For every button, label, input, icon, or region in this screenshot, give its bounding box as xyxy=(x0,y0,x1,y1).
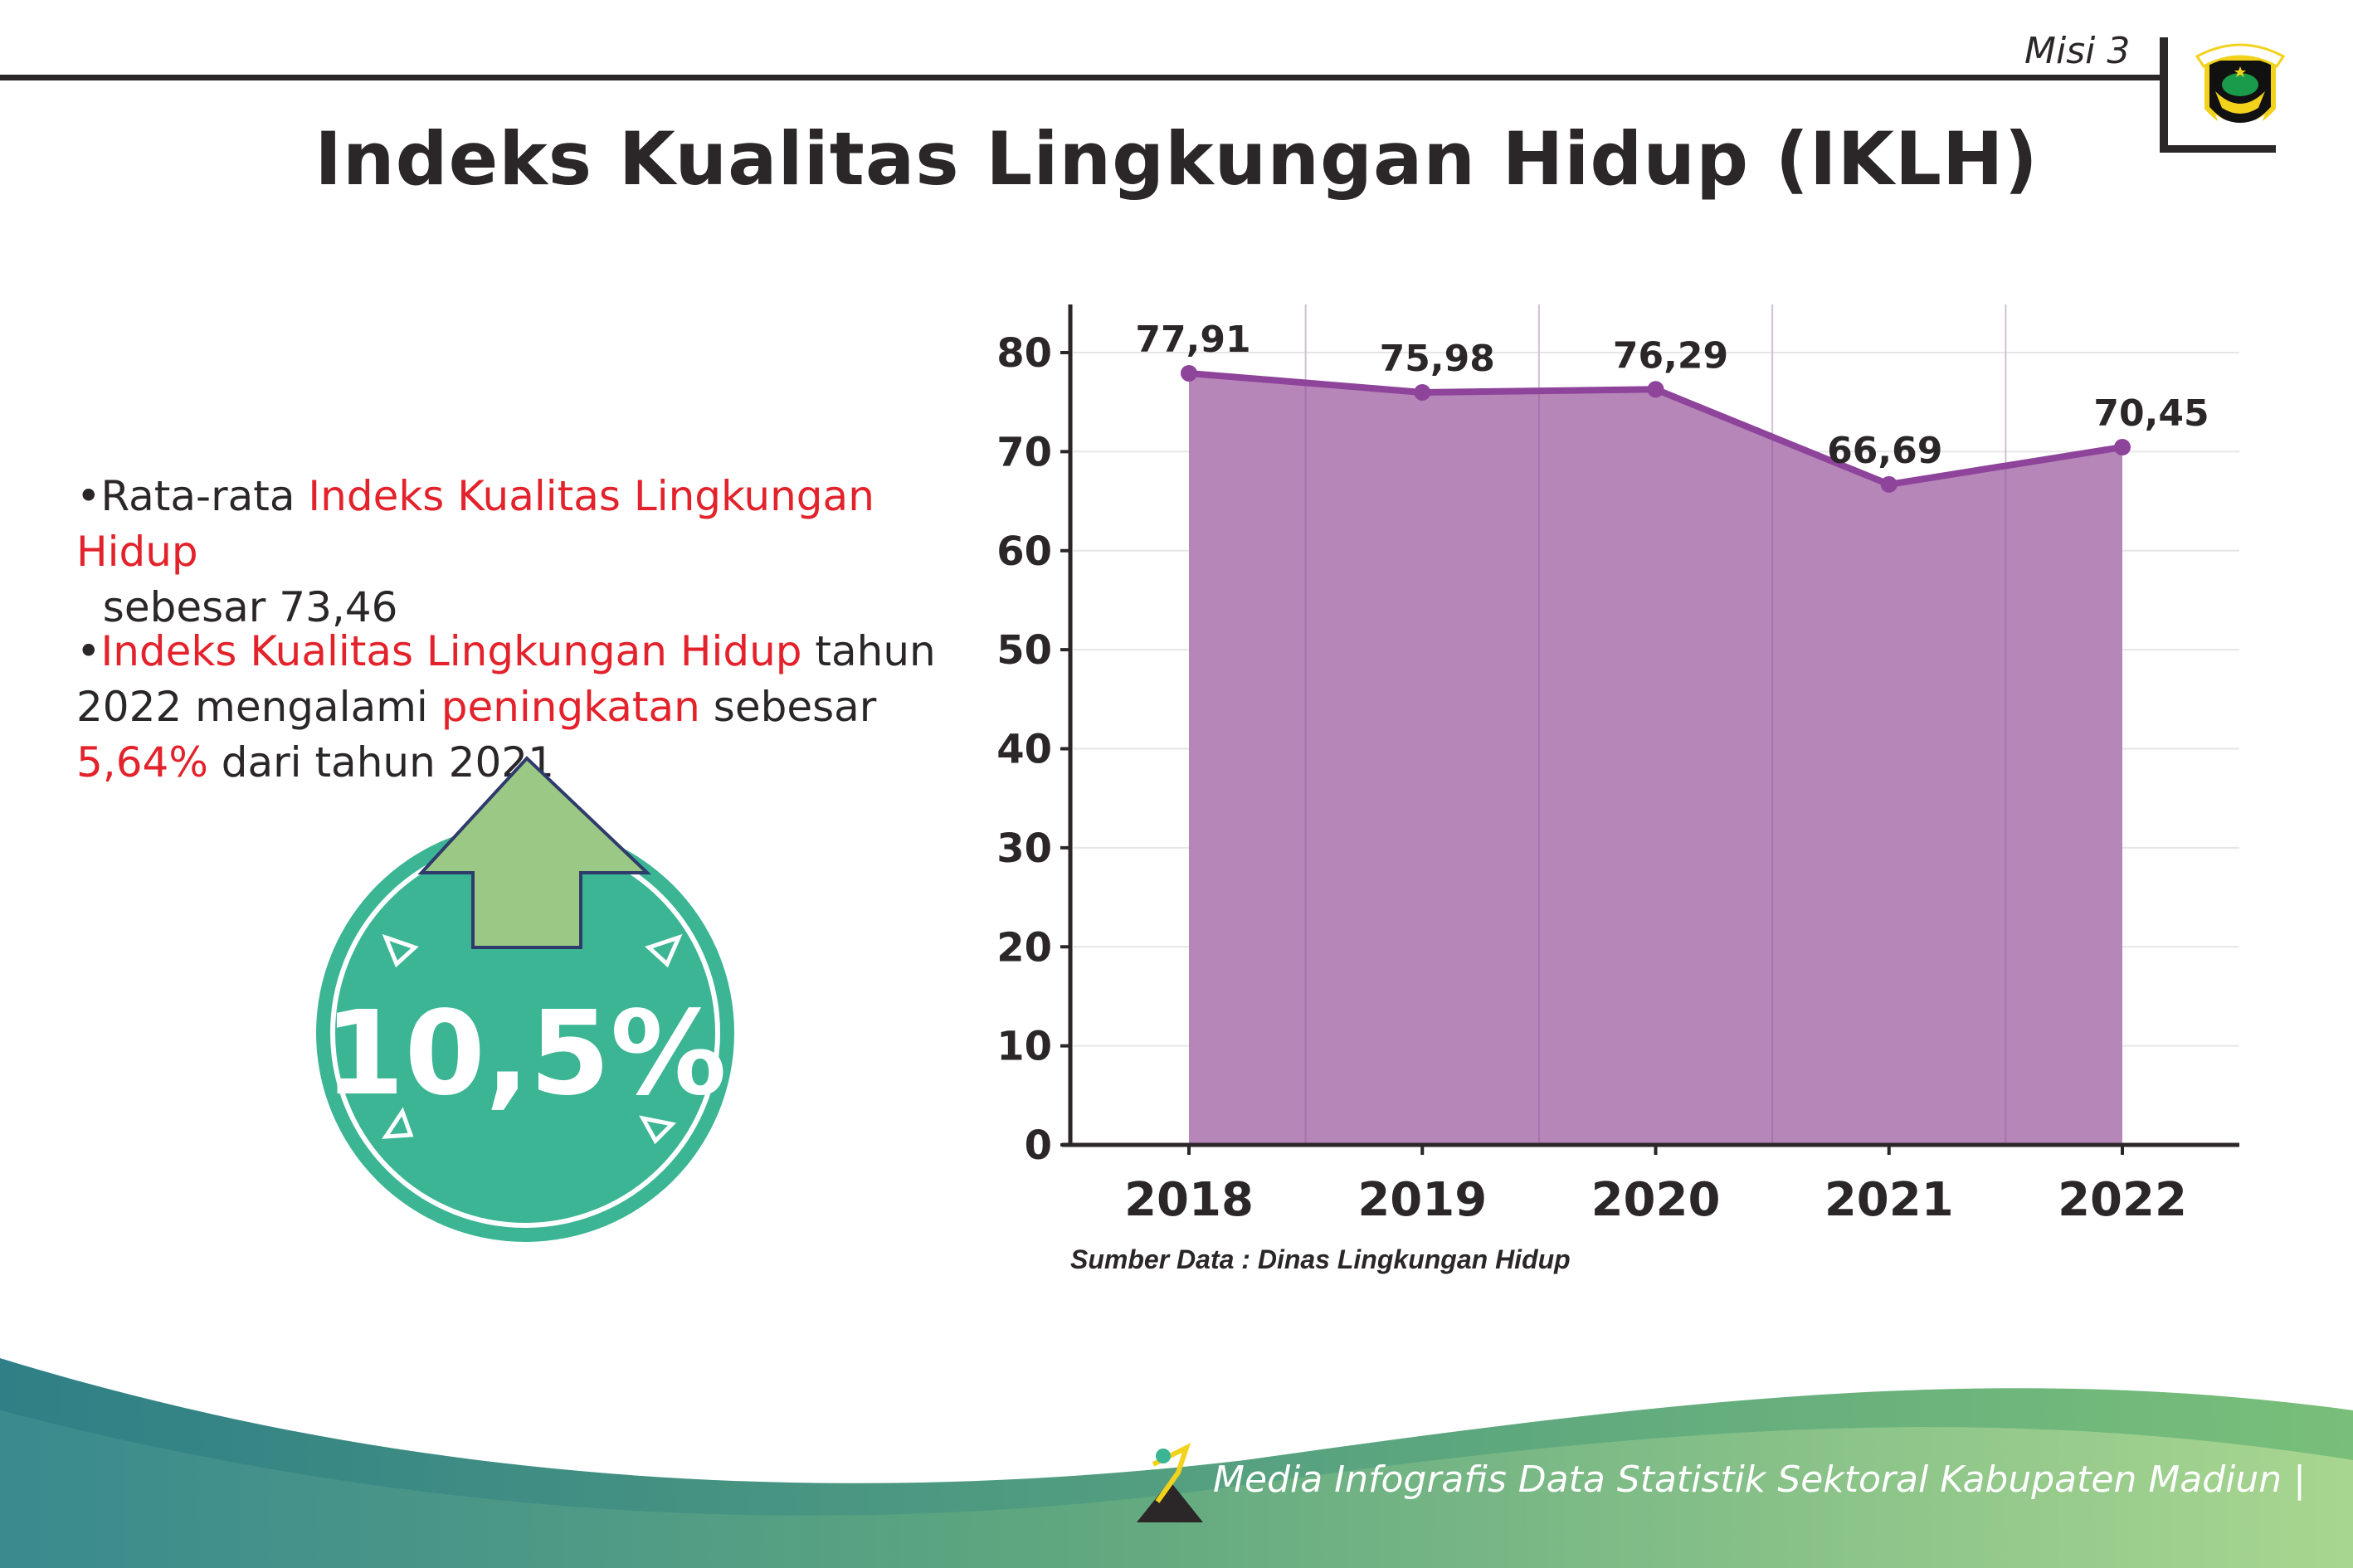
mission-label: Misi 3 xyxy=(2024,30,2131,72)
x-tick-label: 2021 xyxy=(1824,1173,1954,1227)
text: dari tahun 2021 xyxy=(207,738,554,786)
header-bracket xyxy=(2160,37,2168,152)
sparkle-icon xyxy=(639,1115,677,1145)
growth-badge: 10,5% xyxy=(316,756,734,1242)
header-rule xyxy=(0,75,2165,80)
sparkle-icon xyxy=(382,1107,414,1139)
y-tick-label: 40 xyxy=(996,727,1052,773)
data-point xyxy=(1414,383,1431,401)
x-tick-label: 2020 xyxy=(1591,1173,1721,1227)
data-point xyxy=(1880,475,1898,493)
data-source: Sumber Data : Dinas Lingkungan Hidup xyxy=(1070,1244,1571,1274)
y-tick-label: 50 xyxy=(996,627,1052,674)
x-tick-label: 2022 xyxy=(2058,1173,2187,1227)
mascot-icon xyxy=(1137,1443,1203,1522)
data-point xyxy=(1181,364,1197,382)
data-label: 75,98 xyxy=(1380,338,1495,380)
y-tick-label: 0 xyxy=(1025,1122,1052,1169)
data-label: 66,69 xyxy=(1827,430,1942,472)
y-tick-label: 20 xyxy=(996,924,1052,971)
y-tick-label: 30 xyxy=(996,825,1052,872)
up-arrow-icon xyxy=(417,756,652,949)
footer-text: Media Infografis Data Statistik Sektoral… xyxy=(1213,1458,2306,1501)
highlight: Indeks Kualitas Lingkungan Hidup xyxy=(76,472,874,576)
badge-circle xyxy=(316,824,734,1242)
data-label: 70,45 xyxy=(2093,392,2209,435)
text: sebesar 73,46 xyxy=(89,583,398,631)
y-tick-label: 70 xyxy=(996,429,1052,475)
header-bracket-base xyxy=(2160,145,2276,153)
data-label: 77,91 xyxy=(1135,319,1250,361)
data-point xyxy=(2114,439,2131,456)
text: tahun 2022 mengalami xyxy=(76,627,936,731)
x-tick-label: 2019 xyxy=(1357,1173,1487,1227)
data-label: 76,29 xyxy=(1613,334,1728,377)
kabupaten-madiun-logo xyxy=(2195,43,2286,129)
bullet-change: •Indeks Kualitas Lingkungan Hidup tahun … xyxy=(76,627,936,786)
bullet-average: •Rata-rata Indeks Kualitas Lingkungan Hi… xyxy=(76,472,874,631)
sparkle-icon xyxy=(645,933,683,968)
highlight: Indeks Kualitas Lingkungan Hidup xyxy=(100,627,802,675)
sparkle-icon xyxy=(382,933,419,968)
highlight: 5,64% xyxy=(76,738,208,786)
y-tick-label: 80 xyxy=(996,330,1052,377)
badge-value: 10,5% xyxy=(324,986,727,1122)
y-tick-label: 60 xyxy=(996,528,1052,575)
text: sebesar xyxy=(699,683,877,731)
x-tick-label: 2018 xyxy=(1124,1173,1254,1227)
data-point xyxy=(1647,381,1664,398)
page-title: Indeks Kualitas Lingkungan Hidup (IKLH) xyxy=(314,116,2039,202)
area-fill xyxy=(1189,373,2122,1146)
text: Rata-rata xyxy=(100,472,309,520)
highlight: peningkatan xyxy=(441,683,700,731)
y-tick-label: 10 xyxy=(996,1024,1052,1070)
